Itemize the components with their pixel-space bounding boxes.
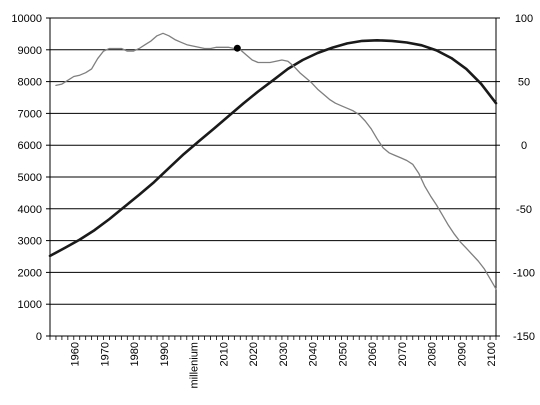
- x-tick-label: 2050: [337, 342, 349, 366]
- x-tick-label: 1990: [159, 342, 171, 366]
- series-line-right-axis: [55, 32, 497, 290]
- y-right-tick-label: -50: [516, 204, 532, 216]
- current-point-marker: [233, 44, 241, 52]
- y-right-tick-label: 50: [518, 77, 530, 89]
- x-tick-label: 2060: [367, 342, 379, 366]
- y-left-tick-label: 2000: [18, 267, 42, 279]
- y-left-tick-label: 4000: [18, 204, 42, 216]
- x-tick-label: 1970: [99, 342, 111, 366]
- y-right-tick-label: -100: [513, 267, 535, 279]
- x-tick-label: 2020: [248, 342, 260, 366]
- x-tick-label: 2100: [486, 342, 498, 366]
- x-tick-label: 1980: [129, 342, 141, 366]
- y-left-tick-label: 0: [36, 331, 42, 343]
- gridlines: [50, 17, 496, 305]
- x-tick-label: 2040: [308, 342, 320, 366]
- y-left-tick-label: 8000: [18, 77, 42, 89]
- y-left-tick-label: 7000: [18, 108, 42, 120]
- y-left-tick-label: 6000: [18, 140, 42, 152]
- y-left-tick-label: 3000: [18, 236, 42, 248]
- x-tick-label: 2010: [218, 342, 230, 366]
- x-tick-label: millenium: [189, 342, 201, 388]
- y-left-tick-label: 5000: [18, 172, 42, 184]
- y-right-tick-label: 100: [515, 13, 533, 25]
- series-layer: [48, 32, 498, 290]
- x-tick-label: 1960: [70, 342, 82, 366]
- axes: [46, 17, 500, 340]
- x-tick-label: 2080: [427, 342, 439, 366]
- x-tick-label: 2070: [397, 342, 409, 366]
- y-left-tick-label: 1000: [18, 299, 42, 311]
- x-tick-label: 2090: [456, 342, 468, 366]
- y-left-tick-label: 9000: [18, 45, 42, 57]
- y-right-tick-label: -150: [513, 331, 535, 343]
- y-right-tick-label: 0: [521, 140, 527, 152]
- series-line-left-axis: [48, 39, 498, 258]
- y-left-tick-label: 10000: [11, 13, 42, 25]
- x-tick-label: 2030: [278, 342, 290, 366]
- tick-labels: 0100020003000400050006000700080009000100…: [11, 13, 535, 388]
